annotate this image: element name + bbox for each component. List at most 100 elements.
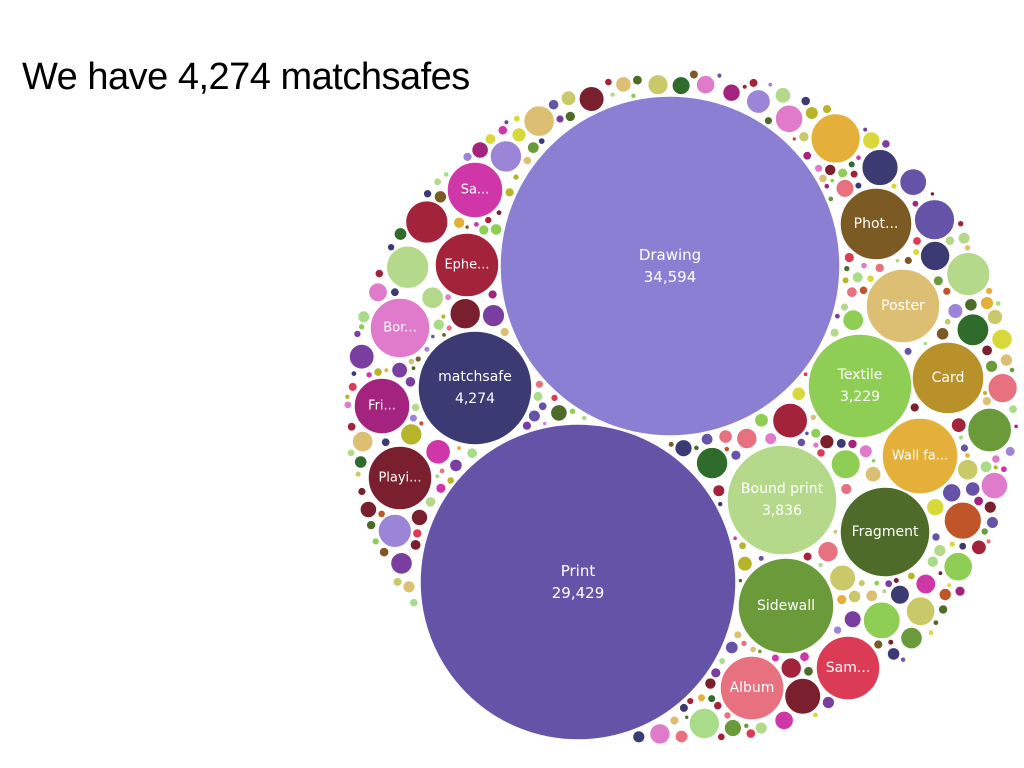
filler-bubble[interactable] (938, 604, 948, 615)
filler-bubble[interactable] (434, 473, 440, 479)
filler-bubble[interactable] (564, 111, 576, 122)
filler-bubble[interactable] (432, 318, 445, 331)
filler-bubble[interactable] (958, 434, 964, 441)
filler-bubble[interactable] (757, 649, 763, 654)
filler-bubble[interactable] (736, 555, 754, 572)
filler-bubble[interactable] (999, 353, 1014, 368)
filler-bubble[interactable] (347, 422, 357, 432)
filler-bubble[interactable] (774, 104, 804, 134)
filler-bubble[interactable] (995, 300, 1002, 307)
filler-bubble[interactable] (982, 396, 992, 406)
filler-bubble[interactable] (905, 596, 936, 627)
filler-bubble[interactable] (433, 177, 442, 186)
filler-bubble[interactable] (412, 528, 423, 539)
filler-bubble[interactable] (818, 173, 828, 183)
filler-bubble[interactable] (812, 711, 819, 718)
filler-bubble[interactable] (343, 400, 352, 409)
filler-bubble[interactable] (922, 341, 928, 346)
filler-bubble[interactable] (464, 224, 470, 230)
filler-bubble[interactable] (373, 367, 383, 377)
filler-bubble[interactable] (684, 714, 690, 720)
filler-bubble[interactable] (890, 183, 898, 190)
filler-bubble[interactable] (985, 287, 993, 295)
filler-bubble[interactable] (907, 571, 916, 580)
filler-bubble[interactable] (614, 75, 632, 93)
filler-bubble[interactable] (859, 285, 868, 295)
filler-bubble[interactable] (404, 376, 416, 388)
filler-bubble[interactable] (970, 539, 988, 556)
filler-bubble[interactable] (632, 75, 643, 86)
filler-bubble[interactable] (758, 555, 765, 562)
filler-bubble[interactable] (410, 539, 422, 551)
filler-bubble[interactable] (860, 262, 868, 269)
filler-bubble[interactable] (409, 414, 418, 423)
filler-bubble[interactable] (446, 324, 453, 332)
filler-bubble[interactable] (411, 402, 420, 412)
filler-bubble[interactable] (957, 220, 965, 227)
filler-bubble[interactable] (784, 677, 822, 716)
filler-bubble[interactable] (523, 105, 556, 138)
filler-bubble[interactable] (423, 346, 431, 353)
filler-bubble[interactable] (829, 178, 835, 184)
filler-bubble[interactable] (742, 84, 748, 90)
bubble-circle[interactable] (369, 297, 431, 359)
bubble-circle[interactable] (839, 486, 931, 578)
filler-bubble[interactable] (979, 460, 992, 473)
filler-bubble[interactable] (355, 471, 362, 478)
filler-bubble[interactable] (947, 302, 964, 320)
filler-bubble[interactable] (446, 476, 455, 485)
filler-bubble[interactable] (942, 287, 951, 296)
filler-bubble[interactable] (861, 131, 881, 150)
filler-bubble[interactable] (522, 421, 532, 431)
filler-bubble[interactable] (712, 484, 726, 498)
filler-bubble[interactable] (855, 154, 862, 161)
filler-bubble[interactable] (421, 286, 445, 310)
filler-bubble[interactable] (440, 313, 447, 320)
filler-bubble[interactable] (351, 430, 374, 453)
filler-bubble[interactable] (402, 579, 416, 594)
filler-bubble[interactable] (478, 224, 490, 236)
filler-bubble[interactable] (723, 718, 743, 738)
bubble-circle[interactable] (499, 95, 841, 437)
filler-bubble[interactable] (490, 223, 502, 236)
filler-bubble[interactable] (843, 265, 851, 272)
filler-bubble[interactable] (816, 448, 826, 458)
filler-bubble[interactable] (367, 282, 389, 303)
filler-bubble[interactable] (532, 391, 544, 402)
filler-bubble[interactable] (722, 83, 741, 103)
filler-bubble[interactable] (538, 401, 548, 411)
filler-bubble[interactable] (1005, 446, 1016, 457)
filler-bubble[interactable] (846, 286, 858, 298)
bubble-circle[interactable] (719, 655, 785, 721)
filler-bubble[interactable] (738, 541, 747, 550)
filler-bubble[interactable] (697, 693, 706, 702)
filler-bubble[interactable] (932, 543, 947, 558)
filler-bubble[interactable] (723, 446, 730, 452)
bubble-7[interactable]: Fragment (839, 486, 931, 578)
bubble-circle[interactable] (367, 445, 433, 511)
filler-bubble[interactable] (358, 323, 365, 331)
filler-bubble[interactable] (526, 141, 540, 155)
filler-bubble[interactable] (847, 589, 862, 604)
filler-bubble[interactable] (981, 344, 993, 356)
filler-bubble[interactable] (828, 564, 857, 592)
bubble-17[interactable]: Playi... (367, 445, 433, 511)
filler-bubble[interactable] (723, 711, 732, 720)
filler-bubble[interactable] (542, 421, 548, 426)
bubble-circle[interactable] (807, 333, 913, 439)
filler-bubble[interactable] (550, 394, 559, 402)
filler-bubble[interactable] (390, 551, 414, 575)
filler-bubble[interactable] (911, 200, 919, 208)
filler-bubble[interactable] (913, 198, 956, 241)
filler-bubble[interactable] (887, 639, 894, 646)
filler-bubble[interactable] (774, 710, 795, 731)
filler-bubble[interactable] (824, 164, 837, 176)
bubble-circle[interactable] (911, 341, 985, 415)
filler-bubble[interactable] (693, 444, 700, 451)
filler-bubble[interactable] (909, 402, 920, 413)
filler-bubble[interactable] (609, 91, 616, 98)
filler-bubble[interactable] (767, 82, 773, 88)
filler-bubble[interactable] (549, 403, 568, 422)
